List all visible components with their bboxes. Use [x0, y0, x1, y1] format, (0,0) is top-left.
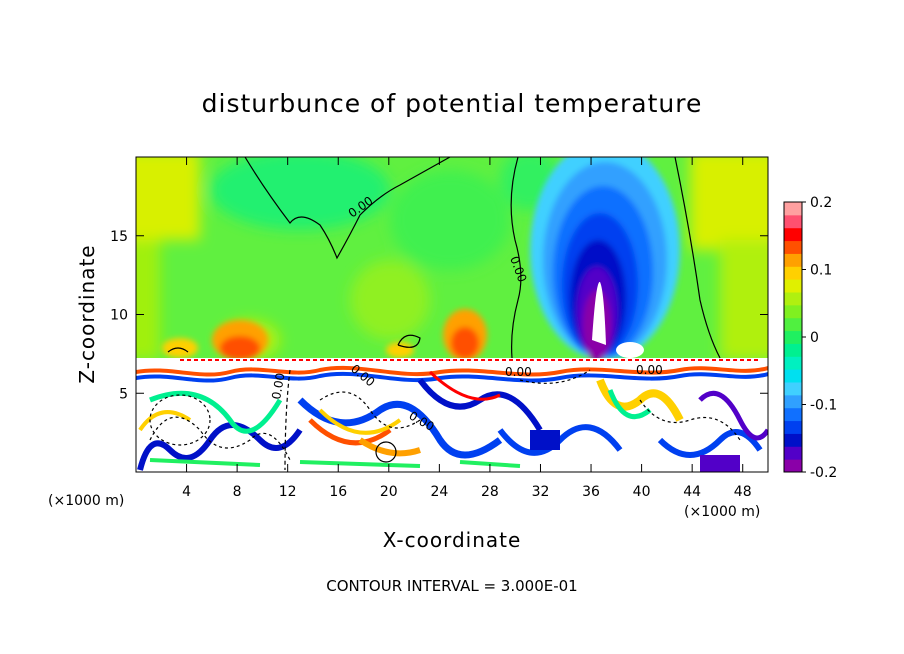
colorbar-swatch — [784, 227, 802, 242]
plume-core — [592, 281, 606, 345]
colorbar-tick-label: 0.2 — [810, 195, 832, 211]
colorbar-swatch — [784, 369, 802, 383]
x-axis: 4 8 12 16 20 24 28 32 36 40 44 48 — [182, 157, 752, 500]
x-tick-label: 20 — [380, 484, 398, 500]
x-tick-label: 48 — [734, 484, 752, 500]
contour-label: 0.00 — [636, 363, 663, 377]
plume-base — [616, 342, 644, 358]
x-tick-label: 16 — [329, 484, 347, 500]
x-unit-label-right: (×1000 m) — [684, 504, 760, 520]
colorbar-tick-label: -0.2 — [810, 465, 837, 481]
y-tick-label: 15 — [110, 229, 128, 245]
contour-label: 0.00 — [505, 365, 532, 379]
colorbar-tick-label: 0.1 — [810, 263, 832, 279]
x-tick-label: 12 — [279, 484, 297, 500]
colorbar-swatch — [784, 214, 802, 229]
x-tick-label: 40 — [633, 484, 651, 500]
colorbar-swatch — [784, 253, 802, 267]
x-tick-label: 4 — [182, 484, 191, 500]
x-tick-label: 32 — [532, 484, 550, 500]
colorbar-swatch — [784, 330, 802, 344]
colorbar-swatch — [784, 420, 802, 434]
y-axis-label: Z-coordinate — [75, 244, 99, 383]
x-tick-label: 44 — [683, 484, 701, 500]
contour-lines — [149, 157, 741, 471]
colorbar-swatch — [784, 407, 802, 422]
x-tick-label: 36 — [582, 484, 600, 500]
colorbar-swatch — [784, 240, 802, 254]
x-tick-label: 24 — [430, 484, 448, 500]
colorbar-swatch — [784, 304, 802, 319]
contour-label: 0.00 — [269, 372, 287, 401]
colorbar-tick-label: -0.1 — [810, 398, 837, 414]
x-axis-label: X-coordinate — [383, 528, 522, 552]
colorbar-tick-label: 0 — [810, 330, 819, 346]
x-tick-label: 8 — [233, 484, 242, 500]
y-tick-label: 5 — [119, 386, 128, 402]
colorbar-swatch — [784, 292, 802, 306]
colorbar-swatch — [784, 202, 802, 216]
x-unit-label-left: (×1000 m) — [48, 493, 124, 509]
y-tick-label: 10 — [110, 308, 128, 324]
colorbar-swatch — [784, 343, 802, 357]
colorbar-swatch — [784, 279, 802, 293]
x-tick-label: 28 — [481, 484, 499, 500]
y-axis: 5 10 15 — [110, 229, 768, 402]
colorbar-swatch — [784, 317, 802, 332]
lower-layer — [136, 358, 768, 472]
colorbar-swatch — [784, 433, 802, 447]
colorbar-swatch — [784, 446, 802, 460]
colorbar-swatch — [784, 459, 802, 473]
chart-title: disturbunce of potential temperature — [202, 89, 703, 118]
colorbar: 0.2 0.1 0 -0.1 -0.2 — [783, 195, 837, 481]
contour-interval-note: CONTOUR INTERVAL = 3.000E-01 — [326, 577, 577, 595]
colorbar-swatch — [784, 394, 802, 409]
heatmap-field: 0.00 0.00 0.00 0.00 0.00 0.00 0.00 — [136, 157, 768, 472]
colorbar-swatch — [784, 382, 802, 396]
colorbar-swatch — [784, 266, 802, 280]
colorbar-swatch — [784, 356, 802, 370]
